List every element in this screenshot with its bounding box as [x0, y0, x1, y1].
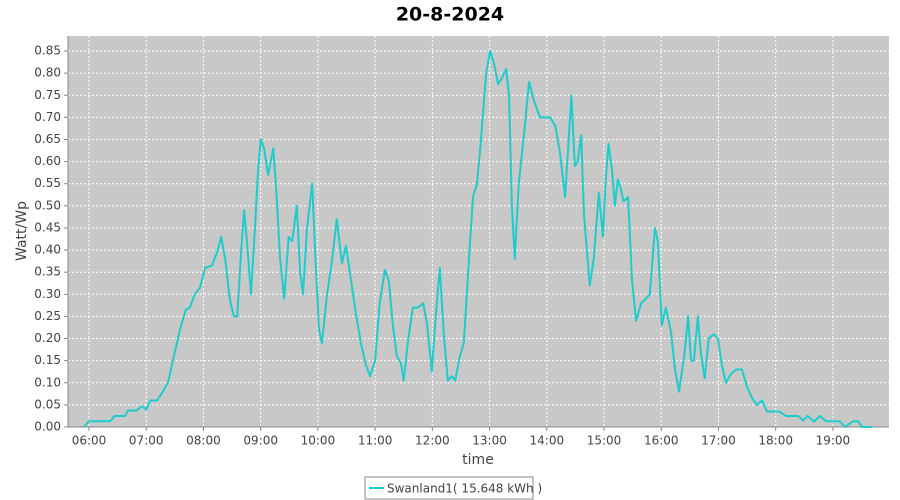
y-tick-label: 0.70 — [34, 110, 61, 124]
x-tick-label: 16:00 — [644, 434, 679, 448]
y-tick-label: 0.50 — [34, 198, 61, 212]
y-tick-label: 0.60 — [34, 154, 61, 168]
y-tick-label: 0.15 — [34, 353, 61, 367]
legend-box — [364, 476, 534, 500]
chart-title: 20-8-2024 — [396, 4, 504, 26]
x-tick-label: 06:00 — [72, 434, 107, 448]
x-tick-label: 11:00 — [358, 434, 393, 448]
legend: Swanland1( 15.648 kWh ) — [364, 476, 542, 500]
legend-label: Swanland1( 15.648 kWh ) — [387, 482, 542, 496]
x-tick-label: 19:00 — [816, 434, 851, 448]
x-tick-label: 12:00 — [415, 434, 450, 448]
x-tick-label: 15:00 — [587, 434, 622, 448]
y-tick-label: 0.20 — [34, 331, 61, 345]
x-tick-label: 17:00 — [701, 434, 736, 448]
y-tick-label: 0.10 — [34, 375, 61, 389]
plot-area — [68, 36, 889, 427]
y-tick-label: 0.65 — [34, 132, 61, 146]
y-tick-label: 0.00 — [34, 420, 61, 434]
y-tick-label: 0.75 — [34, 88, 61, 102]
y-tick-label: 0.55 — [34, 176, 61, 190]
y-tick-label: 0.45 — [34, 220, 61, 234]
y-axis-title: Watt/Wp — [14, 201, 30, 261]
y-tick-label: 0.35 — [34, 265, 61, 279]
x-tick-label: 09:00 — [243, 434, 278, 448]
y-tick-label: 0.80 — [34, 66, 61, 80]
y-tick-label: 0.85 — [34, 44, 61, 58]
x-tick-label: 14:00 — [530, 434, 565, 448]
y-tick-label: 0.40 — [34, 243, 61, 257]
x-tick-label: 08:00 — [186, 434, 221, 448]
x-tick-label: 10:00 — [301, 434, 336, 448]
x-tick-label: 18:00 — [758, 434, 793, 448]
y-tick-label: 0.25 — [34, 309, 61, 323]
data-line — [83, 50, 872, 428]
y-tick-label: 0.05 — [34, 397, 61, 411]
x-tick-label: 07:00 — [129, 434, 164, 448]
x-tick-label: 13:00 — [472, 434, 507, 448]
x-axis-title: time — [462, 452, 494, 468]
y-tick-label: 0.30 — [34, 287, 61, 301]
